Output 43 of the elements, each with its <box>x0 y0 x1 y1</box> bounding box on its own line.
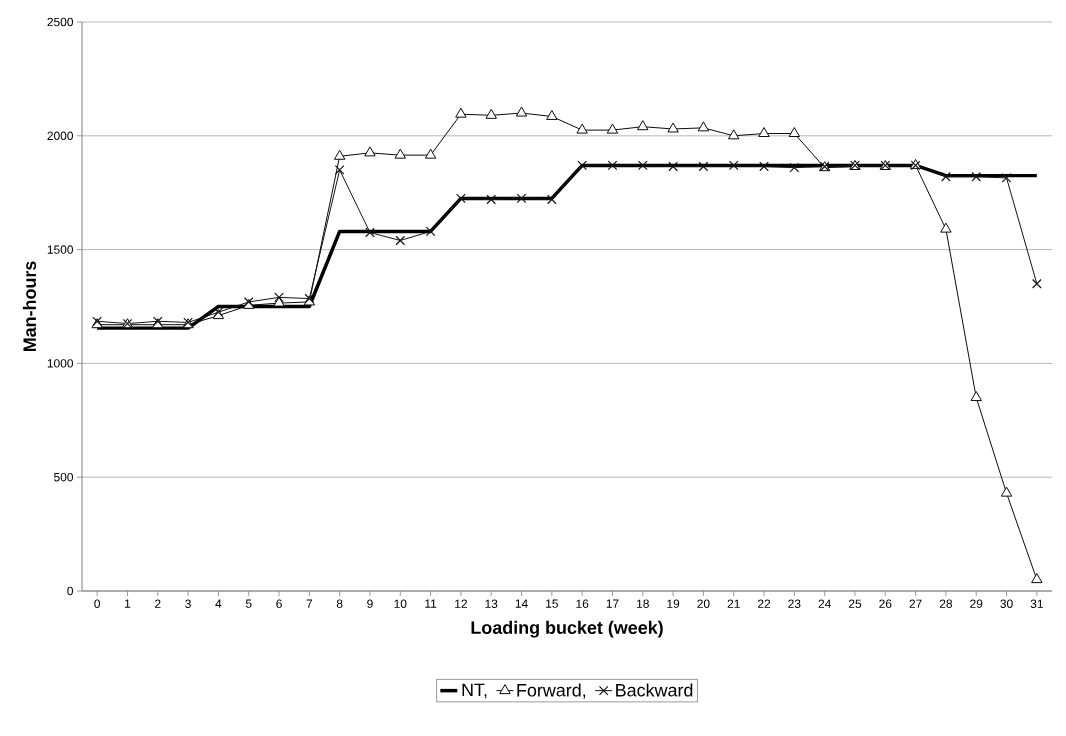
x-tick-label: 16 <box>576 599 589 608</box>
x-tick-label: 22 <box>757 599 771 608</box>
x-tick-label: 10 <box>394 599 407 608</box>
legend-label: NT, <box>462 683 487 699</box>
x-tick-label: 9 <box>367 599 373 608</box>
y-tick-label: 2000 <box>47 131 74 141</box>
x-tick-label: 14 <box>515 599 528 608</box>
x-tick-label: 23 <box>788 599 801 608</box>
legend-label: Forward, <box>517 683 586 699</box>
x-axis-title: Loading bucket (week) <box>471 620 663 638</box>
y-axis-title: Man-hours <box>22 261 37 352</box>
x-tick-label: 17 <box>606 599 619 608</box>
x-tick-label: 5 <box>245 599 252 608</box>
y-tick-label: 500 <box>54 472 74 482</box>
x-tick-label: 20 <box>697 599 710 608</box>
x-tick-label: 15 <box>546 599 558 608</box>
x-tick-label: 31 <box>1030 599 1043 608</box>
x-tick-label: 8 <box>336 599 343 608</box>
x-tick-label: 12 <box>455 599 467 608</box>
x-tick-label: 11 <box>425 599 437 608</box>
legend-label: Backward <box>616 683 693 697</box>
y-tick-label: 1000 <box>47 359 74 368</box>
x-tick-label: 3 <box>185 599 191 608</box>
x-tick-label: 19 <box>667 599 680 608</box>
x-tick-label: 1 <box>125 599 131 608</box>
x-tick-label: 26 <box>879 599 892 608</box>
x-tick-label: 7 <box>306 599 313 608</box>
x-tick-label: 6 <box>276 599 282 608</box>
x-tick-label: 18 <box>637 599 649 608</box>
x-tick-label: 21 <box>727 599 740 608</box>
x-tick-label: 24 <box>818 599 831 608</box>
x-tick-label: 0 <box>94 599 101 608</box>
x-tick-label: 27 <box>909 599 922 608</box>
y-tick-label: 0 <box>67 586 74 596</box>
y-tick-label: 1500 <box>47 245 74 254</box>
x-tick-label: 29 <box>970 599 983 608</box>
x-tick-label: 4 <box>215 599 222 608</box>
x-tick-label: 28 <box>939 599 953 608</box>
x-tick-label: 13 <box>485 599 498 608</box>
x-tick-label: 25 <box>848 599 862 608</box>
x-tick-label: 2 <box>155 599 161 608</box>
x-tick-label: 30 <box>1000 599 1013 608</box>
y-tick-label: 2500 <box>47 17 74 27</box>
